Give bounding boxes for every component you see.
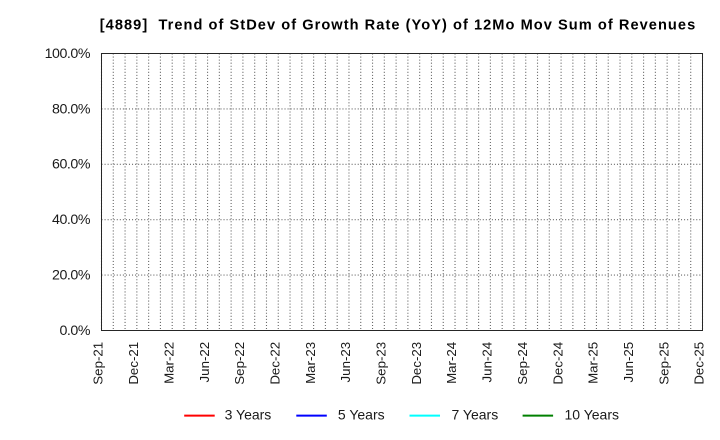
svg-text:3 Years: 3 Years <box>225 407 272 423</box>
svg-text:Jun-22: Jun-22 <box>197 342 212 383</box>
svg-text:60.0%: 60.0% <box>52 157 91 173</box>
svg-text:Dec-25: Dec-25 <box>692 342 707 385</box>
svg-text:[4889] Trend of StDev of Grow: [4889] Trend of StDev of Growth Rate (Yo… <box>100 18 696 34</box>
svg-text:20.0%: 20.0% <box>52 268 91 284</box>
svg-text:Sep-21: Sep-21 <box>91 342 106 385</box>
svg-text:Sep-23: Sep-23 <box>374 342 389 385</box>
svg-text:Dec-22: Dec-22 <box>267 342 282 385</box>
svg-text:Jun-24: Jun-24 <box>480 342 495 383</box>
svg-text:Dec-23: Dec-23 <box>409 342 424 385</box>
svg-text:Sep-24: Sep-24 <box>515 342 530 385</box>
svg-text:40.0%: 40.0% <box>52 212 91 228</box>
svg-text:Dec-21: Dec-21 <box>126 342 141 385</box>
svg-text:Mar-25: Mar-25 <box>586 342 601 384</box>
svg-text:Jun-23: Jun-23 <box>338 342 353 383</box>
svg-text:100.0%: 100.0% <box>45 46 91 62</box>
svg-text:7 Years: 7 Years <box>452 407 499 423</box>
svg-text:Jun-25: Jun-25 <box>621 342 636 383</box>
svg-text:Mar-22: Mar-22 <box>161 342 176 384</box>
svg-text:5 Years: 5 Years <box>338 407 385 423</box>
svg-text:Sep-22: Sep-22 <box>232 342 247 385</box>
svg-text:Mar-24: Mar-24 <box>444 342 459 384</box>
svg-text:Dec-24: Dec-24 <box>550 342 565 385</box>
svg-text:80.0%: 80.0% <box>52 101 91 117</box>
svg-text:Mar-23: Mar-23 <box>303 342 318 384</box>
svg-text:10 Years: 10 Years <box>565 407 620 423</box>
svg-text:Sep-25: Sep-25 <box>656 342 671 385</box>
svg-text:0.0%: 0.0% <box>59 323 90 339</box>
